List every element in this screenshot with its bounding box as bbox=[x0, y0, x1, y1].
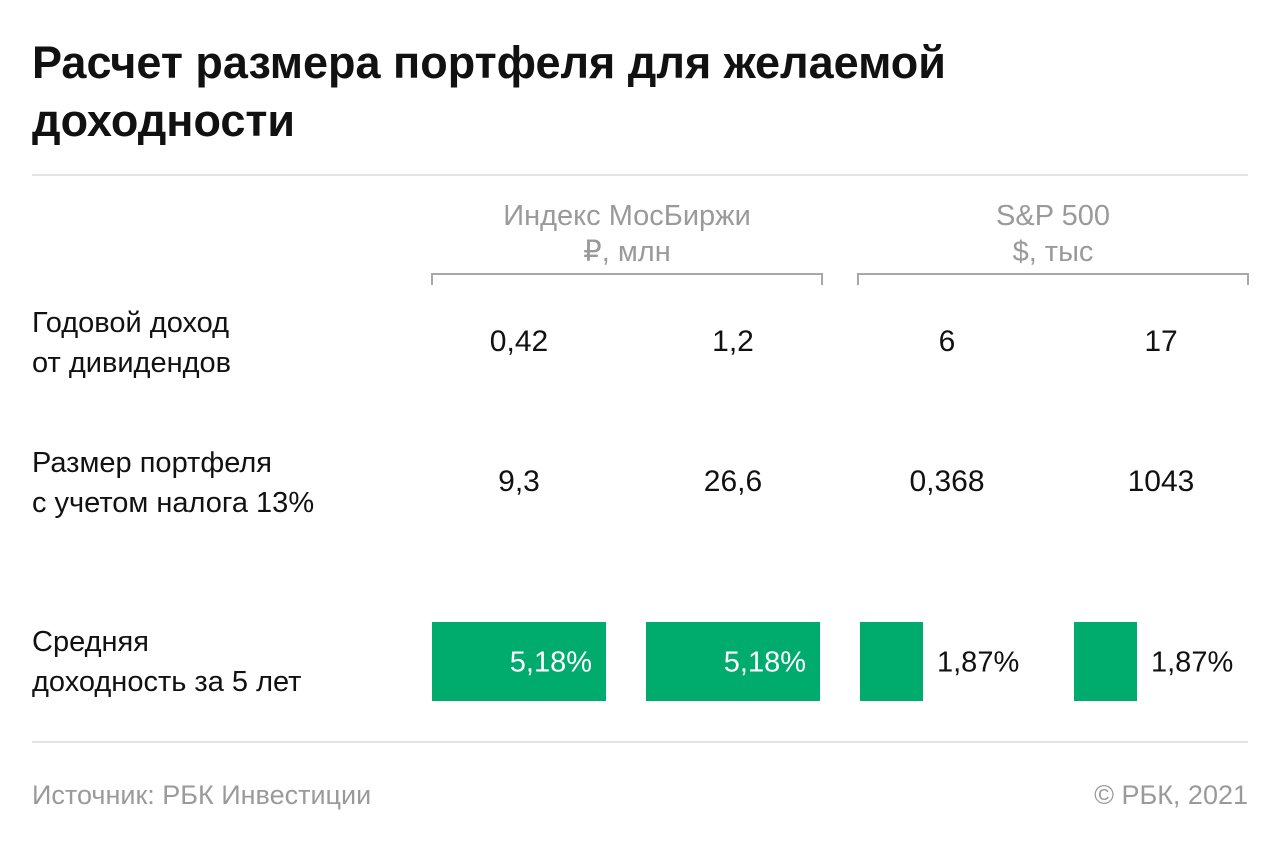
yield-bar-label: 5,18% bbox=[510, 647, 592, 679]
row-label-line: Средняя bbox=[32, 626, 149, 658]
value-cell: 1043 bbox=[1127, 465, 1195, 498]
group-name: Индекс МосБиржи bbox=[503, 200, 751, 232]
group-bracket-sp500 bbox=[857, 273, 1249, 285]
group-header-moex: Индекс МосБиржи ₽, млн bbox=[432, 198, 822, 270]
source-note: Источник: РБК Инвестиции bbox=[32, 780, 372, 810]
row-label-average-yield: Средняя доходность за 5 лет bbox=[32, 622, 412, 702]
value-cell: 17 bbox=[1144, 325, 1178, 358]
group-unit: $, тыс bbox=[1012, 236, 1094, 268]
value-cell: 26,6 bbox=[703, 465, 763, 498]
bottom-divider bbox=[32, 741, 1248, 743]
yield-bar bbox=[860, 622, 923, 701]
top-divider bbox=[32, 174, 1248, 176]
yield-bar-label: 1,87% bbox=[937, 647, 1019, 679]
value-cell: 0,368 bbox=[909, 465, 985, 498]
group-bracket-moex bbox=[431, 273, 823, 285]
row-label-dividend-income: Годовой доход от дивидендов bbox=[32, 303, 412, 383]
chart-title: Расчет размера портфеля для желаемой дох… bbox=[32, 37, 946, 146]
yield-bar-label: 1,87% bbox=[1151, 647, 1233, 679]
row-label-portfolio-size: Размер портфеля с учетом налога 13% bbox=[32, 443, 412, 523]
yield-bar bbox=[1074, 622, 1137, 701]
yield-bar bbox=[646, 622, 820, 701]
row-label-line: с учетом налога 13% bbox=[32, 487, 315, 519]
value-cell: 0,42 bbox=[489, 325, 549, 358]
yield-bar-label: 5,18% bbox=[724, 647, 806, 679]
row-label-line: Годовой доход bbox=[32, 307, 230, 339]
value-cell: 1,2 bbox=[712, 325, 754, 358]
group-unit: ₽, млн bbox=[583, 236, 671, 268]
copyright-note: © РБК, 2021 bbox=[1094, 780, 1248, 810]
value-cell: 6 bbox=[938, 325, 956, 358]
row-label-line: от дивидендов bbox=[32, 347, 232, 379]
group-name: S&P 500 bbox=[996, 200, 1110, 232]
row-label-line: Размер портфеля bbox=[32, 447, 272, 479]
group-header-sp500: S&P 500 $, тыс bbox=[858, 198, 1248, 270]
row-label-line: доходность за 5 лет bbox=[32, 666, 302, 698]
value-cell: 9,3 bbox=[498, 465, 540, 498]
yield-bar bbox=[432, 622, 606, 701]
